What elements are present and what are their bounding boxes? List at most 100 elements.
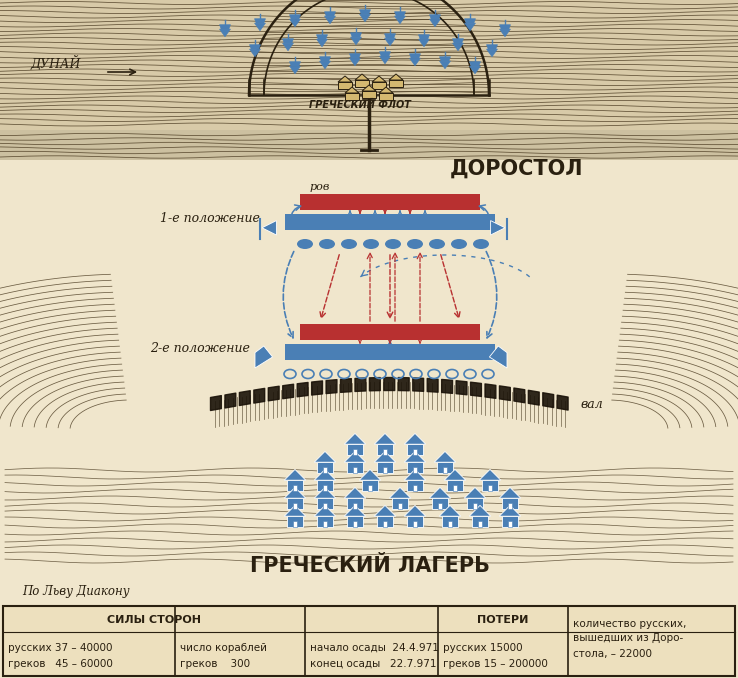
Bar [441,516,458,527]
Polygon shape [404,505,426,516]
Bar [345,93,359,100]
Polygon shape [464,487,486,498]
Bar [413,467,417,473]
Ellipse shape [319,239,335,249]
Polygon shape [284,505,306,516]
Polygon shape [404,452,426,462]
Bar [376,462,393,473]
Bar [323,467,327,473]
Bar [286,516,303,527]
Bar [383,449,387,455]
Bar [0,130,738,160]
Bar [323,503,327,509]
Polygon shape [344,433,366,444]
Text: вал: вал [580,398,603,411]
Bar [407,480,424,491]
Polygon shape [219,24,230,29]
Bar [353,467,357,473]
Polygon shape [374,505,396,516]
Bar [323,521,327,527]
Polygon shape [410,54,421,58]
Bar [293,521,297,527]
Polygon shape [418,39,430,47]
Polygon shape [452,43,463,51]
Ellipse shape [407,239,423,249]
Polygon shape [440,61,450,68]
Bar [443,467,447,473]
Polygon shape [486,45,497,49]
Bar [285,344,495,360]
Polygon shape [320,61,331,68]
Text: вышедших из Доро-: вышедших из Доро- [573,633,683,643]
Polygon shape [289,15,300,19]
Text: По Льву Диакону: По Льву Диакону [22,585,130,598]
Polygon shape [317,39,328,47]
Polygon shape [314,452,336,462]
Text: ГРЕЧЕСКИЙ ЛАГЕРЬ: ГРЕЧЕСКИЙ ЛАГЕРЬ [250,556,490,576]
Bar [347,462,363,473]
Polygon shape [344,505,366,516]
Polygon shape [359,14,370,22]
Polygon shape [359,9,370,14]
Bar [472,516,489,527]
Bar [353,521,357,527]
Bar [362,480,379,491]
Polygon shape [469,62,480,66]
Bar [286,498,303,509]
Polygon shape [338,76,352,82]
Polygon shape [374,452,396,462]
Text: конец осады   22.7.971: конец осады 22.7.971 [310,659,436,669]
Bar [508,503,512,509]
Polygon shape [395,16,405,24]
Polygon shape [284,469,306,480]
Bar [398,503,402,509]
Bar [413,449,417,455]
Ellipse shape [451,239,467,249]
Polygon shape [499,505,521,516]
Bar [347,516,363,527]
Polygon shape [500,29,511,37]
Polygon shape [289,66,300,74]
Polygon shape [379,87,393,93]
Polygon shape [491,220,505,235]
Bar [362,91,376,98]
Bar [488,485,492,491]
Polygon shape [489,346,507,368]
Polygon shape [284,487,306,498]
Bar [353,503,357,509]
Text: греков    300: греков 300 [180,659,250,669]
Polygon shape [289,62,300,66]
Ellipse shape [429,239,445,249]
Polygon shape [283,43,294,51]
Polygon shape [444,469,466,480]
Polygon shape [434,452,456,462]
Bar [0,0,738,135]
Polygon shape [464,23,475,31]
Polygon shape [359,469,381,480]
Text: греков   45 – 60000: греков 45 – 60000 [8,659,113,669]
Text: 2-е положение: 2-е положение [150,342,250,355]
Polygon shape [351,33,362,37]
Bar [300,324,480,340]
Polygon shape [320,57,331,61]
Bar [448,521,452,527]
Polygon shape [395,12,405,16]
Polygon shape [314,487,336,498]
Polygon shape [410,58,421,66]
Bar [407,462,424,473]
Polygon shape [500,24,511,29]
Polygon shape [325,16,336,24]
Polygon shape [314,469,336,480]
Polygon shape [362,85,376,91]
Polygon shape [289,19,300,27]
Polygon shape [283,39,294,43]
Text: ров: ров [310,182,331,192]
Bar [502,516,518,527]
Bar [383,467,387,473]
Text: количество русских,: количество русских, [573,619,686,629]
Bar [477,521,482,527]
Bar [407,444,424,455]
Polygon shape [249,45,261,49]
Polygon shape [404,469,426,480]
Text: ПОТЕРИ: ПОТЕРИ [477,615,528,625]
